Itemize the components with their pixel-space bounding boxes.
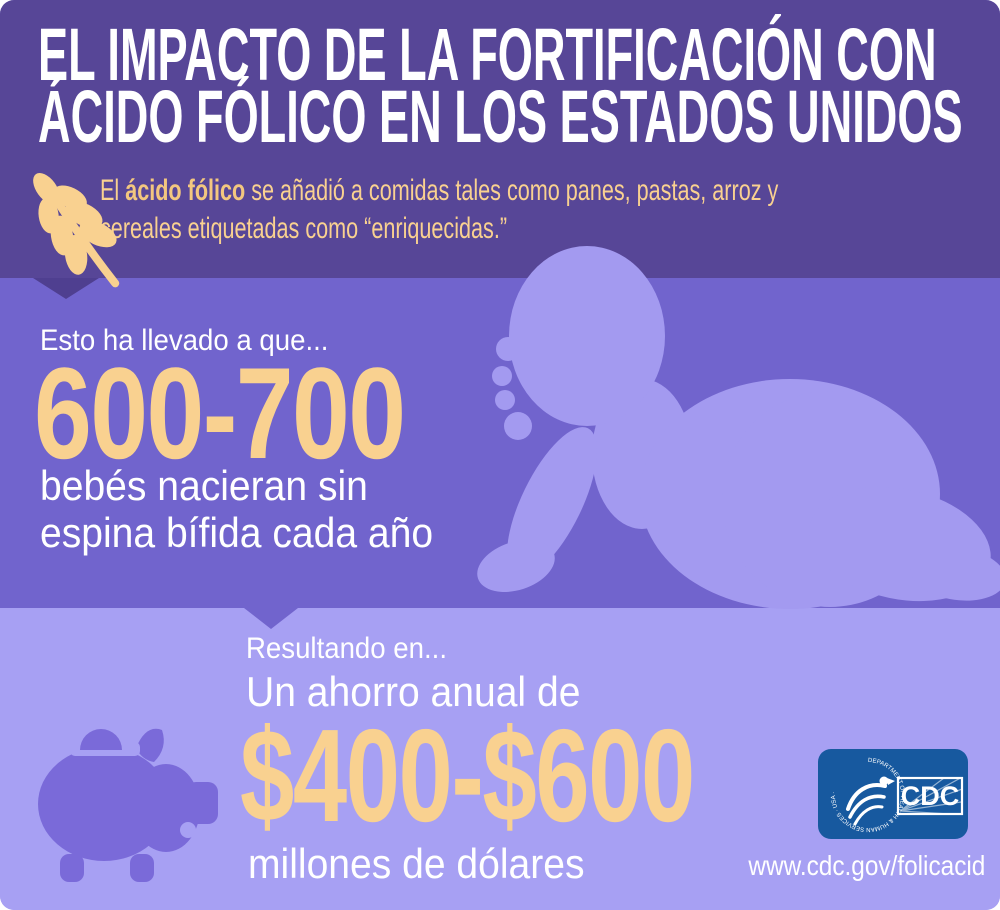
middle-lead-text: Esto ha llevado a que... <box>40 324 329 357</box>
crawling-baby-silhouette-icon <box>477 246 1000 609</box>
savings-unit-text: millones de dólares <box>248 840 585 887</box>
cdc-hhs-logo[interactable]: DEPARTMENT OF HEALTH & HUMAN SERVICES · … <box>818 749 968 839</box>
header-band <box>0 0 1000 278</box>
header-subtitle: El ácido fólico se añadió a comidas tale… <box>100 172 1000 248</box>
title-line-1: EL IMPACTO DE LA FORTIFICACIÓN CON <box>38 13 937 96</box>
title-line-2: ÁCIDO FÓLICO EN LOS ESTADOS UNIDOS <box>38 75 963 158</box>
subtitle-line-1: El ácido fólico se añadió a comidas tale… <box>100 174 779 207</box>
piggy-bank-icon <box>38 728 218 882</box>
bottom-lead-text: Resultando en... <box>246 632 448 665</box>
babies-stat-value: 600-700 <box>34 340 406 486</box>
subtitle-line-2: cereales etiquetadas como “enriquecidas.… <box>100 212 508 245</box>
cdc-url-link[interactable]: www.cdc.gov/folicacid <box>748 850 985 881</box>
middle-notch-arrow <box>244 608 298 629</box>
cdc-acronym: CDC <box>901 781 960 811</box>
savings-intro-text: Un ahorro anual de <box>246 668 581 715</box>
hhs-eagle-icon <box>846 783 887 826</box>
page-title: EL IMPACTO DE LA FORTIFICACIÓN CON ÁCIDO… <box>38 13 1000 158</box>
wheat-icon <box>33 172 120 288</box>
hhs-circle-text: DEPARTMENT OF HEALTH & HUMAN SERVICES · … <box>831 758 905 832</box>
subtitle-bold-term: ácido fólico <box>125 174 246 207</box>
savings-stat-value: $400-$600 <box>240 702 695 849</box>
desc-line-1: bebés nacieran sin <box>40 462 368 509</box>
desc-line-2: espina bífida cada año <box>40 509 434 556</box>
babies-stat-description: bebés nacieran sin espina bífida cada añ… <box>40 462 463 556</box>
header-notch-arrow <box>33 278 99 299</box>
